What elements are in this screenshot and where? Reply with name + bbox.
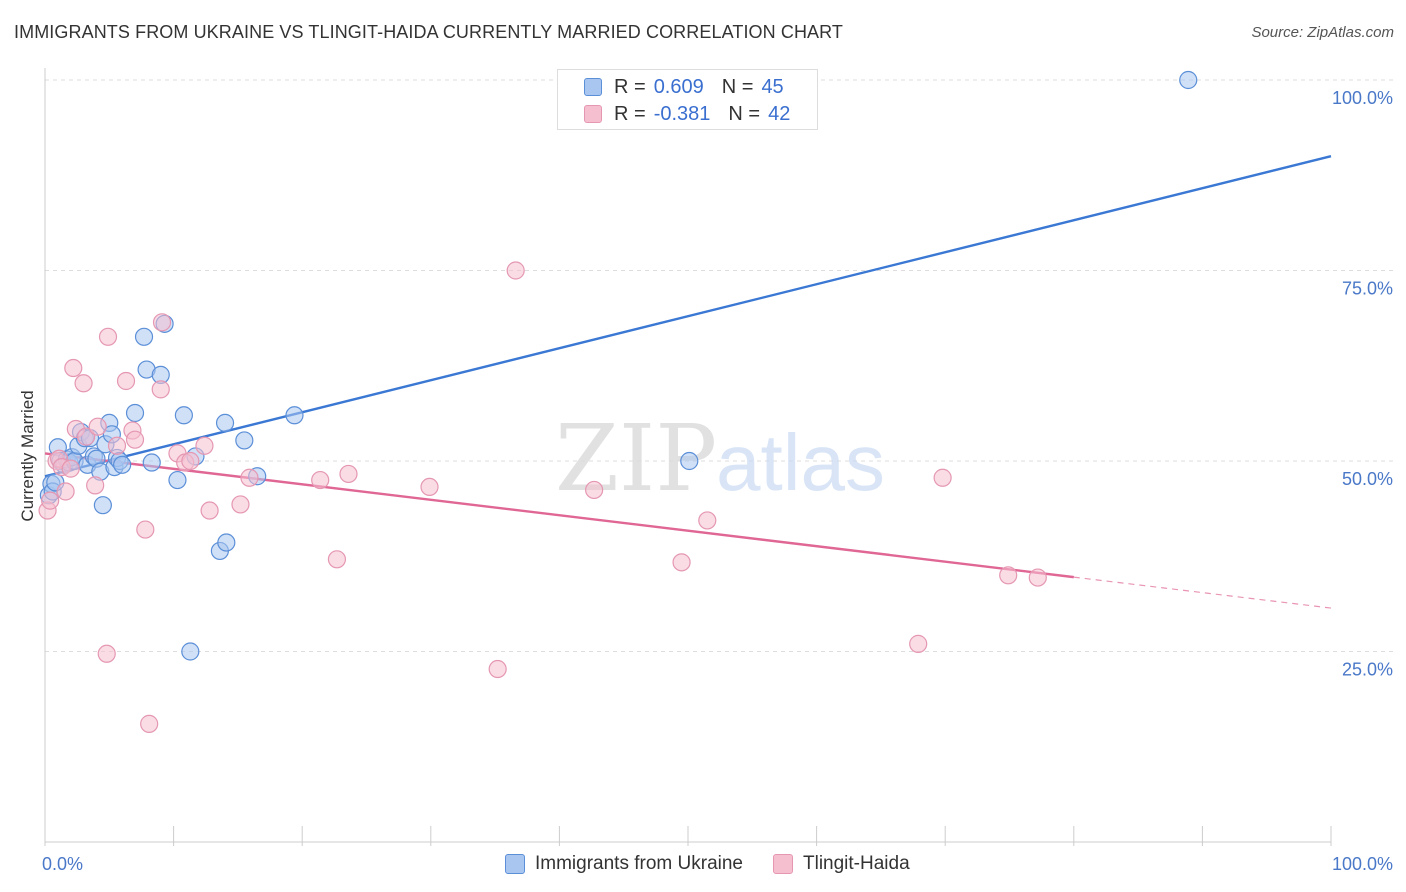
legend-swatch-tlingit — [584, 105, 602, 123]
legend-n-label: N = — [721, 75, 754, 98]
tlingit-point — [1028, 568, 1047, 587]
tlingit-point — [999, 566, 1018, 585]
tlingit-point — [240, 468, 259, 487]
grid-layer — [45, 79, 1395, 652]
y-tick-label-25: 25.0% — [1342, 660, 1393, 680]
y-tick-label-50: 50.0% — [1342, 469, 1393, 489]
legend-n-value: 42 — [768, 102, 791, 125]
legend-label-tlingit: Tlingit-Haida — [803, 853, 910, 874]
legend-r-label: R = — [614, 102, 646, 125]
tlingit-trend-line — [44, 452, 1074, 579]
points-layer — [38, 70, 1198, 733]
ukraine-point — [181, 642, 200, 661]
series-legend: Immigrants from Ukraine Tlingit-Haida — [505, 852, 940, 876]
tlingit-point — [107, 436, 127, 455]
y-tick-label-75: 75.0% — [1342, 279, 1393, 299]
y-axis-label: Currently Married — [18, 390, 37, 521]
tlingit-point — [311, 470, 330, 490]
tlingit-point — [339, 464, 358, 484]
tlingit-point — [74, 374, 93, 393]
tlingit-point — [152, 313, 172, 332]
ukraine-point — [1179, 70, 1198, 90]
tlingit-point — [195, 436, 214, 455]
y-tick-labels: 25.0% 50.0% 75.0% 100.0% — [1332, 88, 1393, 680]
legend-row-tlingit: R = -0.381 N = 42 — [584, 102, 790, 126]
tlingit-point — [506, 261, 525, 280]
tlingit-point — [98, 327, 118, 346]
tlingit-point — [56, 482, 75, 501]
tlingit-point — [86, 476, 105, 495]
legend-swatch-tlingit — [773, 854, 793, 874]
tlingit-point — [672, 553, 691, 572]
legend-row-ukraine: R = 0.609 N = 45 — [584, 75, 784, 99]
ukraine-point — [142, 453, 161, 472]
series-tlingit-points — [38, 261, 1047, 733]
x-tick-labels: 0.0% 100.0% — [42, 854, 1393, 874]
ukraine-point — [217, 533, 236, 552]
legend-item-tlingit: Tlingit-Haida — [773, 853, 910, 875]
legend-n-value: 45 — [761, 75, 784, 98]
tlingit-point — [231, 495, 250, 514]
ukraine-point — [113, 455, 132, 474]
tlingit-point — [125, 430, 145, 449]
x-tick-label-0: 0.0% — [42, 854, 83, 874]
tlingit-point — [64, 358, 83, 378]
source-label: Source: ZipAtlas.com — [1251, 24, 1394, 41]
tlingit-point — [136, 520, 155, 539]
tlingit-point — [97, 644, 116, 663]
tlingit-point — [585, 480, 604, 500]
tlingit-point — [327, 550, 347, 569]
tlingit-point — [140, 714, 159, 733]
trend-layer — [44, 155, 1332, 609]
y-tick-label-100: 100.0% — [1332, 88, 1393, 108]
ukraine-point — [285, 406, 304, 425]
tlingit-point — [77, 427, 96, 446]
ukraine-point — [168, 470, 187, 490]
chart-title: IMMIGRANTS FROM UKRAINE VS TLINGIT-HAIDA… — [14, 22, 844, 42]
tlingit-point — [151, 380, 170, 399]
tlingit-point — [909, 634, 928, 653]
legend-r-value: -0.381 — [653, 102, 711, 125]
stats-legend: R = 0.609 N = 45 R = -0.381 N = 42 — [557, 69, 818, 130]
legend-label-ukraine: Immigrants from Ukraine — [535, 853, 743, 874]
ukraine-point — [125, 403, 145, 423]
tlingit-point — [116, 371, 136, 391]
tlingit-point — [41, 491, 60, 510]
tlingit-point — [698, 511, 717, 530]
legend-n-label: N = — [728, 102, 761, 125]
x-tick-label-100: 100.0% — [1332, 854, 1393, 874]
ukraine-point — [134, 327, 154, 346]
legend-r-value: 0.609 — [653, 75, 704, 98]
legend-item-ukraine: Immigrants from Ukraine — [505, 853, 743, 875]
ukraine-point — [235, 431, 254, 450]
tlingit-point — [420, 477, 439, 497]
tlingit-point — [200, 501, 219, 520]
watermark-atlas: atlas — [716, 418, 885, 507]
ukraine-point — [93, 496, 112, 515]
legend-r-label: R = — [614, 75, 646, 98]
ukraine-trend-line — [44, 155, 1332, 478]
ukraine-point — [680, 451, 699, 471]
legend-swatch-ukraine — [505, 854, 525, 874]
tlingit-point — [933, 468, 952, 487]
watermark: ZIP atlas — [555, 405, 885, 512]
legend-swatch-ukraine — [584, 78, 602, 96]
ukraine-point — [174, 406, 193, 425]
tlingit-trend-extrapolation — [1073, 576, 1332, 609]
tlingit-point — [181, 451, 200, 471]
axes-layer — [44, 68, 1332, 846]
tlingit-point — [88, 417, 107, 436]
ukraine-point — [215, 413, 235, 432]
tlingit-point — [61, 459, 80, 478]
tlingit-point — [488, 659, 507, 679]
